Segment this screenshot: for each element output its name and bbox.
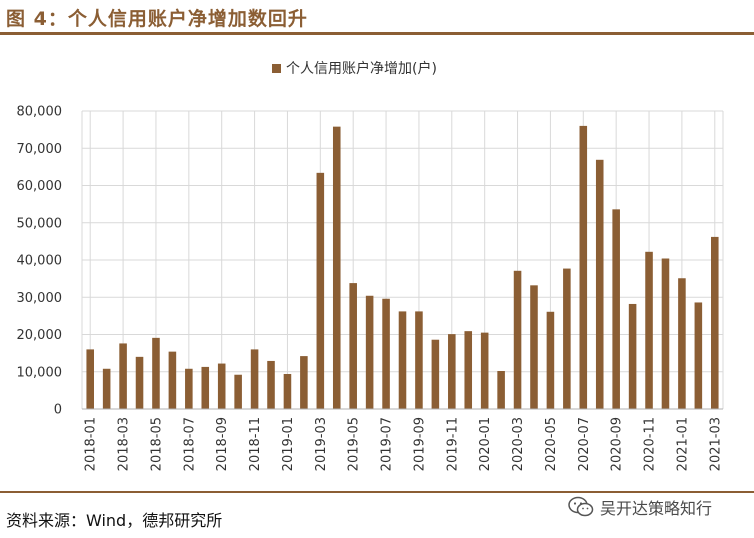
bar — [86, 349, 94, 409]
y-tick-label: 80,000 — [17, 105, 63, 120]
title-rule — [0, 32, 754, 35]
x-tick-label: 2020-11 — [643, 417, 658, 471]
bar — [217, 363, 226, 409]
legend-swatch — [272, 64, 281, 73]
bar — [382, 298, 390, 409]
x-tick-label: 2018-03 — [117, 417, 132, 471]
bar — [300, 356, 308, 409]
x-tick-label: 2020-09 — [610, 417, 625, 471]
x-tick-label: 2021-01 — [675, 417, 690, 471]
bar — [694, 302, 703, 409]
x-tick-label: 2018-01 — [84, 417, 99, 471]
x-tick-label: 2021-03 — [708, 417, 723, 471]
x-tick-label: 2018-07 — [182, 417, 197, 471]
bar — [464, 331, 473, 409]
bar — [678, 278, 686, 409]
y-tick-label: 0 — [54, 403, 62, 418]
bar — [102, 368, 111, 409]
y-tick-label: 60,000 — [17, 179, 63, 194]
bar — [135, 356, 144, 409]
bar — [283, 373, 292, 409]
x-tick-label: 2019-09 — [412, 417, 427, 471]
y-tick-label: 70,000 — [17, 142, 63, 157]
bar — [349, 283, 357, 409]
x-tick-label: 2020-03 — [511, 417, 526, 471]
bar — [612, 209, 620, 409]
bar — [513, 270, 522, 409]
source-note: 资料来源：Wind，德邦研究所 — [6, 511, 223, 530]
bars — [86, 125, 719, 410]
bar — [398, 311, 407, 409]
x-tick-label: 2019-07 — [380, 417, 395, 471]
bar — [530, 285, 538, 409]
x-tick-label: 2020-05 — [544, 417, 559, 471]
bar — [365, 295, 374, 409]
x-tick-label: 2019-03 — [314, 417, 329, 471]
x-tick-label: 2018-09 — [215, 417, 230, 471]
y-tick-label: 30,000 — [17, 291, 63, 306]
x-tick-label: 2019-01 — [281, 417, 296, 471]
legend-label: 个人信用账户净增加(户) — [286, 60, 437, 77]
bar — [546, 311, 555, 409]
bar — [316, 172, 325, 409]
figure-title: 图 4：个人信用账户净增加数回升 — [6, 8, 308, 30]
footer-rule — [0, 491, 754, 493]
x-tick-label: 2020-01 — [478, 417, 493, 471]
bar — [448, 334, 456, 409]
bar — [234, 374, 242, 409]
bar — [711, 236, 719, 409]
bar — [152, 337, 160, 409]
y-tick-label: 50,000 — [17, 216, 63, 231]
bar — [119, 343, 127, 409]
bar — [201, 366, 210, 409]
bar — [415, 311, 423, 409]
bar — [250, 349, 259, 409]
bar — [431, 339, 440, 409]
y-tick-label: 10,000 — [17, 365, 63, 380]
bar — [579, 125, 588, 410]
bar — [497, 371, 505, 409]
bar — [645, 251, 653, 409]
bar — [563, 268, 571, 409]
x-tick-label: 2019-05 — [347, 417, 362, 471]
x-tick-label: 2020-07 — [577, 417, 592, 471]
y-tick-label: 40,000 — [17, 254, 63, 269]
watermark-text: 吴开达策略知行 — [600, 499, 713, 518]
wechat-icon — [568, 496, 594, 517]
bar — [185, 368, 193, 409]
axes: 0 10,000 20,000 30,000 40,000 50,000 60,000 70,… — [17, 105, 724, 472]
bar — [595, 159, 604, 409]
x-tick-label: 2018-05 — [149, 417, 164, 471]
bar — [168, 351, 177, 409]
bar — [628, 303, 637, 409]
bar — [661, 258, 670, 409]
x-tick-label: 2019-11 — [445, 417, 460, 471]
legend: 个人信用账户净增加(户) — [272, 60, 437, 77]
watermark: 吴开达策略知行 — [568, 495, 712, 519]
y-tick-label: 20,000 — [17, 328, 63, 343]
bar — [267, 360, 275, 409]
bar — [480, 332, 489, 409]
x-tick-label: 2018-11 — [248, 417, 263, 471]
bar — [332, 126, 341, 410]
bar-chart: 0 10,000 20,000 30,000 40,000 50,000 60,000 70,… — [17, 60, 724, 472]
